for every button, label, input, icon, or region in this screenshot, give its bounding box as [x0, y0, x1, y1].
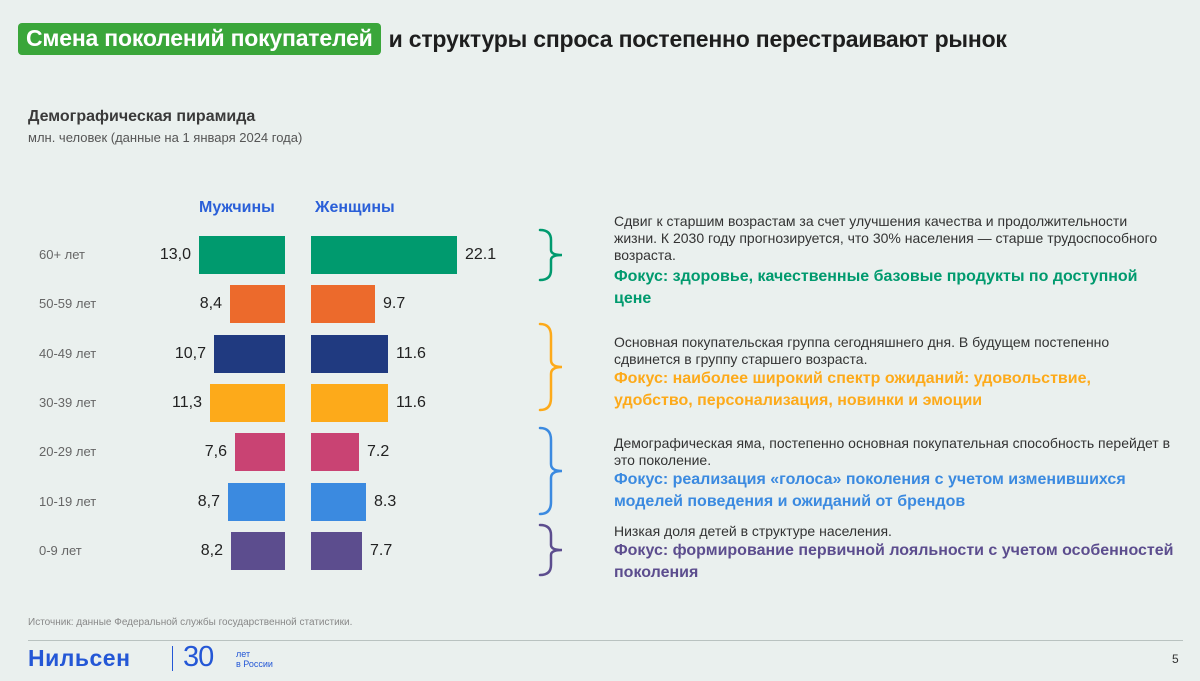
page-number: 5	[1172, 652, 1179, 666]
logo-caption-line-2: в России	[236, 659, 273, 669]
chart-title: Демографическая пирамида	[28, 108, 256, 125]
bar-men	[228, 483, 285, 521]
age-label: 40-49 лет	[39, 346, 97, 361]
value-label-women: 9.7	[383, 295, 406, 312]
bar-women	[311, 384, 388, 422]
value-label-women: 7.2	[367, 443, 390, 460]
title-rest: и структуры спроса постепенно перестраив…	[388, 25, 1007, 52]
title-highlight: Смена поколений покупателей	[18, 23, 381, 55]
age-label: 60+ лет	[39, 247, 86, 262]
bar-men	[230, 285, 285, 323]
value-label-men: 8,7	[197, 493, 220, 510]
population-pyramid: 60+ лет 13,0 22.1 50-59 лет 8,4 9.7 40-49 лет 1…	[0, 0, 600, 600]
slide-title: Смена поколений покупателей и структуры …	[18, 21, 1007, 57]
bar-men	[214, 335, 285, 373]
value-label-women: 11.6	[396, 394, 426, 411]
bar-women	[311, 285, 375, 323]
nielsen-logo: Нильсен	[28, 645, 131, 671]
bar-women	[311, 335, 388, 373]
value-label-women: 11.6	[396, 345, 426, 362]
value-label-men: 8,4	[199, 295, 222, 312]
value-label-women: 7.7	[370, 542, 393, 559]
bar-women	[311, 236, 457, 274]
value-label-men: 11,3	[172, 394, 202, 411]
bar-women	[311, 433, 359, 471]
age-label: 20-29 лет	[39, 444, 97, 459]
value-label-men: 8,2	[200, 542, 223, 559]
chart-subtitle: млн. человек (данные на 1 января 2024 го…	[28, 130, 303, 145]
group-3-text: Демографическая яма, постепенно основная…	[614, 435, 1171, 468]
brace-group-1	[538, 228, 563, 282]
age-label: 30-39 лет	[39, 395, 97, 410]
group-4-focus: Фокус: формирование первичной лояльности…	[614, 542, 1174, 581]
legend-men: Мужчины	[199, 199, 275, 216]
bar-men	[231, 532, 285, 570]
group-2-text: Основная покупательская группа сегодняшн…	[614, 334, 1110, 367]
value-label-men: 10,7	[174, 345, 206, 362]
footer-divider	[28, 640, 1183, 641]
brace-group-4	[538, 523, 563, 577]
logo-separator	[172, 646, 173, 671]
logo-caption: лет в России	[236, 649, 273, 669]
group-1-focus: Фокус: здоровье, качественные базовые пр…	[614, 268, 1138, 307]
legend-women: Женщины	[315, 199, 395, 216]
group-4-text: Низкая доля детей в структуре населения.	[614, 523, 892, 539]
logo-caption-line-1: лет	[236, 649, 251, 659]
brace-group-3	[538, 426, 563, 516]
value-label-men: 7,6	[204, 443, 227, 460]
bar-men	[210, 384, 285, 422]
group-2-focus: Фокус: наиболее широкий спектр ожиданий:…	[614, 370, 1091, 409]
bar-women	[311, 483, 366, 521]
value-label-women: 22.1	[465, 246, 497, 263]
age-label: 10-19 лет	[39, 494, 97, 509]
bar-men	[199, 236, 285, 274]
source-note: Источник: данные Федеральной службы госу…	[28, 617, 353, 628]
bar-men	[235, 433, 285, 471]
group-1-text: Сдвиг к старшим возрастам за счет улучше…	[614, 213, 1158, 263]
brace-group-2	[538, 322, 563, 412]
age-label: 50-59 лет	[39, 296, 97, 311]
logo-30: 30	[183, 641, 214, 673]
age-label: 0-9 лет	[39, 543, 82, 558]
bar-women	[311, 532, 362, 570]
value-label-men: 13,0	[159, 246, 191, 263]
group-3-focus: Фокус: реализация «голоса» поколения с у…	[614, 471, 1126, 510]
value-label-women: 8.3	[374, 493, 397, 510]
